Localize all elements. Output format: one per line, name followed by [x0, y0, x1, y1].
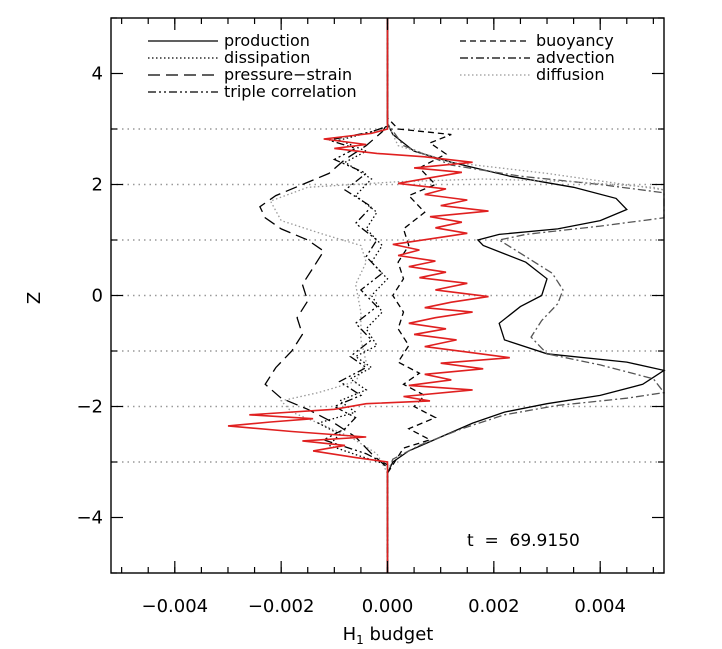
- grid-lines: [111, 128, 664, 463]
- legend-label-buoyancy: buoyancy: [536, 31, 614, 50]
- series-diffusion: [269, 18, 665, 573]
- series-total: [227, 18, 510, 573]
- time-annotation: t = 69.9150: [467, 531, 580, 551]
- series-advection: [386, 18, 666, 573]
- y-tick-label: 2: [92, 175, 103, 196]
- legend: productiondissipationpressure−straintrip…: [148, 31, 615, 101]
- x-tick-label: 0.000: [362, 596, 414, 617]
- y-tick-label: −4: [76, 508, 103, 529]
- legend-label-triple-correlation: triple correlation: [224, 82, 357, 101]
- x-tick-label: 0.004: [574, 596, 626, 617]
- x-tick-label: 0.002: [468, 596, 520, 617]
- x-axis-title-rest: budget: [364, 624, 434, 645]
- legend-label-pressure-strain: pressure−strain: [224, 65, 352, 84]
- series-layer: [227, 18, 666, 573]
- legend-label-advection: advection: [536, 48, 615, 67]
- series-buoyancy: [386, 18, 452, 573]
- x-axis-title-main: H: [343, 624, 357, 645]
- axis-ticks: −0.004 −0.002 0.000 0.002 0.004 −4 −2 0 2 4: [76, 17, 664, 617]
- series-triple-correlation: [322, 18, 389, 573]
- legend-label-dissipation: dissipation: [224, 48, 310, 67]
- x-axis-title-subscript: 1: [356, 633, 364, 647]
- y-tick-label: −2: [76, 397, 103, 418]
- y-axis-title: Z: [24, 292, 45, 304]
- legend-label-production: production: [224, 31, 310, 50]
- series-dissipation: [316, 18, 389, 573]
- y-tick-label: 4: [92, 64, 103, 85]
- x-tick-label: −0.002: [248, 596, 315, 617]
- series-pressure-strain: [259, 18, 389, 573]
- x-tick-label: −0.004: [141, 596, 208, 617]
- x-axis-title: H1 budget: [343, 624, 434, 647]
- legend-label-diffusion: diffusion: [536, 65, 604, 84]
- y-tick-label: 0: [92, 286, 103, 307]
